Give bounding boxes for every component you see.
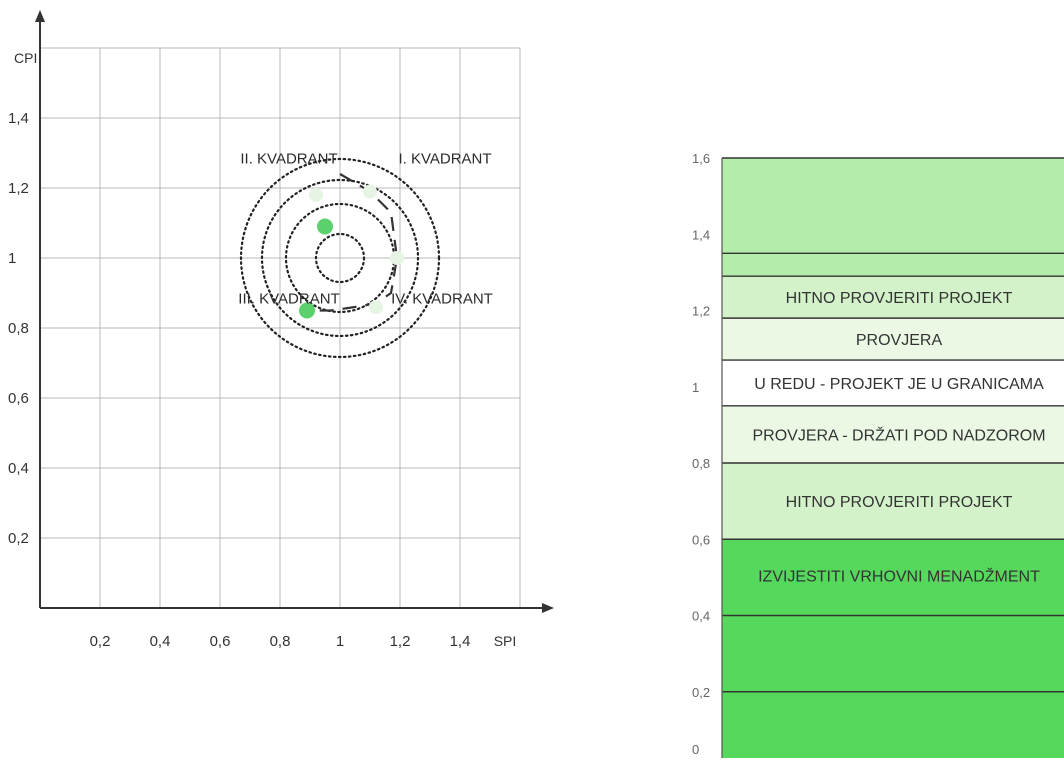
ring xyxy=(239,157,441,359)
quadrant-label: IV. KVADRANT xyxy=(391,291,493,308)
status-band xyxy=(722,405,1064,463)
data-point-highlight xyxy=(317,218,333,235)
x-tick-label: 0,8 xyxy=(270,633,291,650)
band-y-tick-label: 0,6 xyxy=(692,532,710,547)
x-tick-label: 1 xyxy=(336,633,344,650)
y-tick-label: 0,6 xyxy=(8,390,29,407)
y-axis-arrow xyxy=(35,10,45,22)
data-point-faint xyxy=(309,188,323,202)
band-label: PROVJERA xyxy=(856,332,943,349)
band-y-tick-label: 0,8 xyxy=(692,456,710,471)
quadrant-label: I. KVADRANT xyxy=(398,151,491,168)
band-label: HITNO PROVJERITI PROJEKT xyxy=(786,290,1013,307)
band-y-tick-label: 0,2 xyxy=(692,685,710,700)
band-y-tick-label: 0,4 xyxy=(692,609,710,624)
x-tick-label: 0,2 xyxy=(90,633,111,650)
status-band xyxy=(722,276,1064,319)
band-label: U REDU - PROJEKT JE U GRANICAMA xyxy=(754,376,1044,393)
y-tick-label: 1 xyxy=(8,250,16,267)
band-y-tick-label: 1,4 xyxy=(692,227,710,242)
data-point-faint xyxy=(390,251,404,265)
data-point-faint xyxy=(369,300,383,314)
band-y-tick-label: 1,6 xyxy=(692,151,710,166)
x-tick-label: 1,2 xyxy=(390,633,411,650)
band-y-tick-label: 0 xyxy=(692,742,699,757)
band-chart: IZVIJESTITI VRHOVNI MENADŽMENT HITNO PROV… xyxy=(692,151,1064,763)
band-label: PROVJERA - DRŽATI POD NADZOROM xyxy=(752,425,1045,444)
y-tick-label: 0,8 xyxy=(8,320,29,337)
band-y-tick-label: 1 xyxy=(692,380,699,395)
status-band xyxy=(722,539,1064,763)
quadrant-label: III. KVADRANT xyxy=(238,291,339,308)
y-tick-label: 0,2 xyxy=(8,530,29,547)
status-band xyxy=(722,158,1064,277)
trajectory-line xyxy=(310,173,399,312)
status-band xyxy=(722,463,1064,540)
band-label: IZVIJESTITI VRHOVNI MENADŽMENT xyxy=(758,566,1040,585)
grid xyxy=(40,47,521,608)
x-axis-arrow xyxy=(542,603,554,613)
quadrant-chart: 0,2 0,4 0,6 0,8 1 1,2 1,4 0,2 0,4 0,6 0,8 1 1,2 1,4 SP… xyxy=(8,10,554,650)
ring xyxy=(314,232,366,284)
x-tick-label: 0,6 xyxy=(210,633,231,650)
x-axis-label: SPI xyxy=(494,633,517,649)
x-tick-label: 1,4 xyxy=(450,633,471,650)
ring xyxy=(260,178,420,338)
y-tick-label: 1,2 xyxy=(8,180,29,197)
y-tick-label: 1,4 xyxy=(8,110,29,127)
data-point-faint xyxy=(363,184,377,199)
quadrant-label: II. KVADRANT xyxy=(240,151,337,168)
band-y-tick-label: 1,2 xyxy=(692,304,710,319)
data-point-highlight xyxy=(299,302,315,319)
y-tick-label: 0,4 xyxy=(8,460,29,477)
y-axis-label: CPI xyxy=(14,50,37,66)
status-band xyxy=(722,318,1064,361)
band-label: HITNO PROVJERITI PROJEKT xyxy=(786,494,1013,511)
x-tick-label: 0,4 xyxy=(150,633,171,650)
status-band xyxy=(722,360,1064,406)
